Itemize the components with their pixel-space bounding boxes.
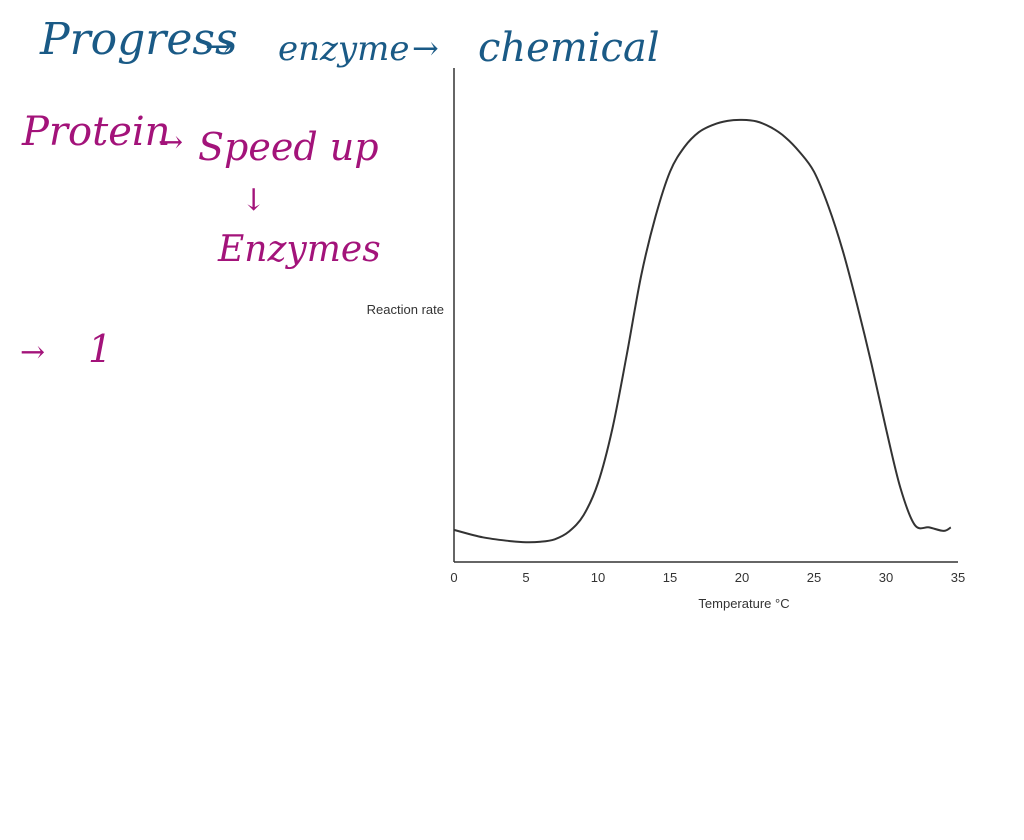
series-line bbox=[453, 118, 952, 544]
x-tick-label: 35 bbox=[951, 570, 965, 585]
x-tick-label: 15 bbox=[663, 570, 677, 585]
note-down-arrow: ↓ bbox=[241, 183, 267, 218]
note-one: 1 bbox=[88, 327, 113, 371]
x-tick-label: 10 bbox=[591, 570, 605, 585]
note-enzymes: Enzymes bbox=[218, 229, 381, 270]
note-arrow: → bbox=[205, 27, 232, 65]
x-tick-labels: 0 5 10 15 20 25 30 35 bbox=[450, 570, 965, 585]
note-arrow: → bbox=[20, 335, 46, 370]
note-protein: Protein bbox=[22, 109, 171, 155]
y-axis-label: Reaction rate bbox=[367, 302, 444, 317]
x-tick-label: 20 bbox=[735, 570, 749, 585]
note-speed-up: Speed up bbox=[198, 125, 379, 169]
note-enzyme: enzyme bbox=[278, 29, 410, 69]
note-arrow: → bbox=[412, 29, 439, 67]
x-tick-label: 25 bbox=[807, 570, 821, 585]
x-axis-label: Temperature °C bbox=[698, 596, 789, 611]
note-chemical: chemical bbox=[478, 25, 660, 71]
note-arrow: → bbox=[158, 125, 184, 160]
x-tick-label: 5 bbox=[522, 570, 529, 585]
x-tick-label: 0 bbox=[450, 570, 457, 585]
note-progress: Progress bbox=[40, 14, 238, 65]
x-tick-label: 30 bbox=[879, 570, 893, 585]
